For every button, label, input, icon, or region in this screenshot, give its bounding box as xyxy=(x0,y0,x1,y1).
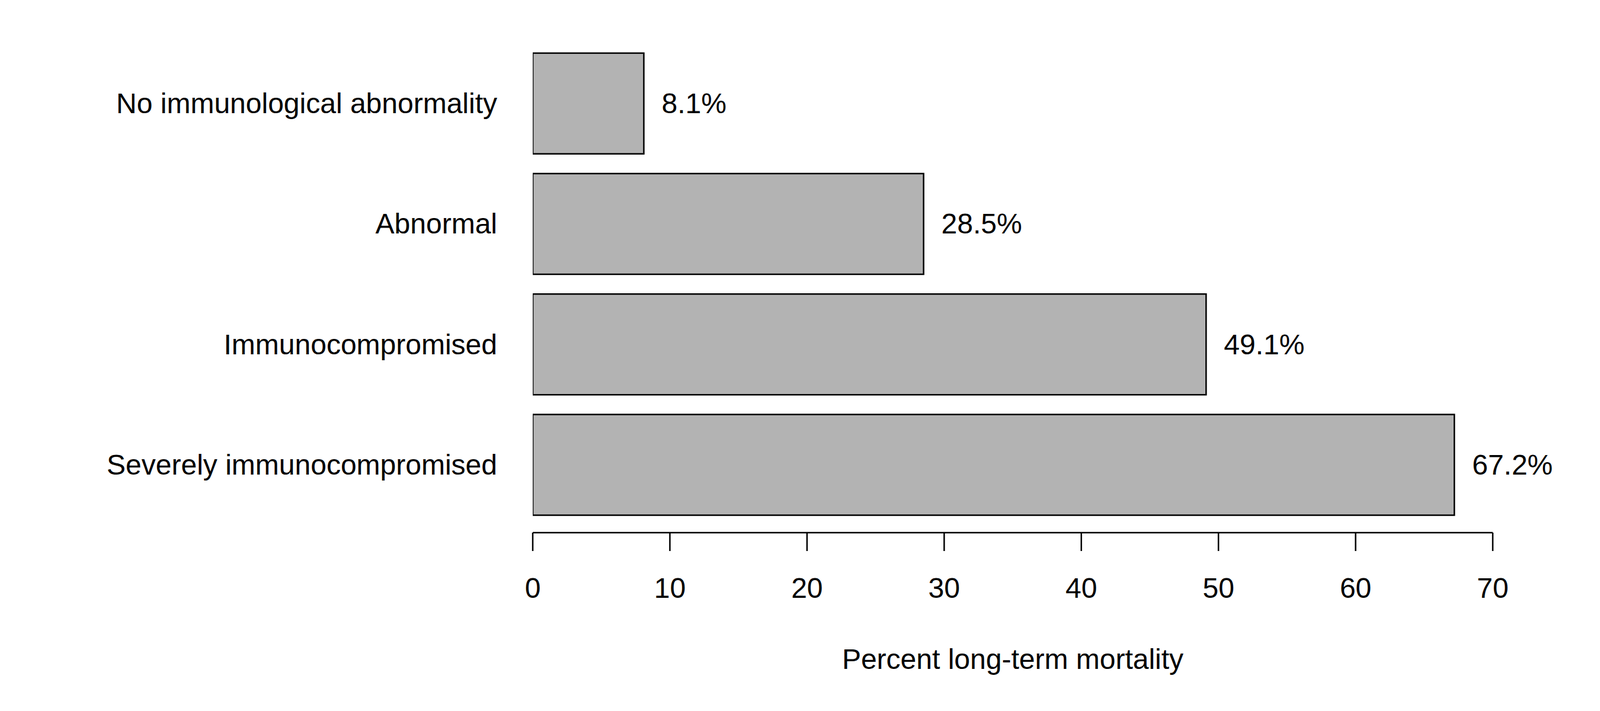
chart-svg: No immunological abnormality 8.1% Abnormal… xyxy=(0,0,1600,711)
tick-label: 40 xyxy=(1065,572,1097,604)
category-label: No immunological abnormality xyxy=(116,87,498,120)
tick-mark xyxy=(669,532,671,552)
tick-label: 70 xyxy=(1476,572,1509,604)
tick-label: 60 xyxy=(1339,572,1372,604)
bars xyxy=(532,53,1455,516)
tick-mark xyxy=(943,532,946,552)
category-label: Immunocompromised xyxy=(224,328,498,361)
data-label: 67.2% xyxy=(1472,449,1553,481)
tick-label: 10 xyxy=(654,572,686,604)
bar xyxy=(532,53,644,155)
axis-line xyxy=(532,532,1493,534)
tick-label: 30 xyxy=(928,572,960,604)
x-axis: 0 10 20 30 40 50 60 70 xyxy=(525,532,1509,604)
tick-label: 0 xyxy=(525,572,542,604)
tick-mark xyxy=(1080,532,1083,552)
labels: No immunological abnormality 8.1% Abnormal… xyxy=(106,87,1553,481)
data-label: 28.5% xyxy=(941,208,1023,240)
axis-title: Percent long-term mortality xyxy=(842,643,1184,675)
tick-mark xyxy=(1217,532,1220,552)
bar xyxy=(532,293,1206,395)
category-label: Abnormal xyxy=(375,208,498,240)
bar xyxy=(532,414,1455,516)
chart-container: No immunological abnormality 8.1% Abnormal… xyxy=(0,0,1600,711)
tick-mark xyxy=(1354,532,1357,552)
tick-mark xyxy=(532,532,534,552)
tick-mark xyxy=(806,532,809,552)
tick-label: 50 xyxy=(1202,572,1234,604)
tick-mark xyxy=(1492,532,1494,552)
category-label: Severely immunocompromised xyxy=(106,449,498,481)
tick-label: 20 xyxy=(791,572,823,604)
bar xyxy=(532,173,924,275)
data-label: 49.1% xyxy=(1223,328,1305,361)
data-label: 8.1% xyxy=(661,87,726,120)
